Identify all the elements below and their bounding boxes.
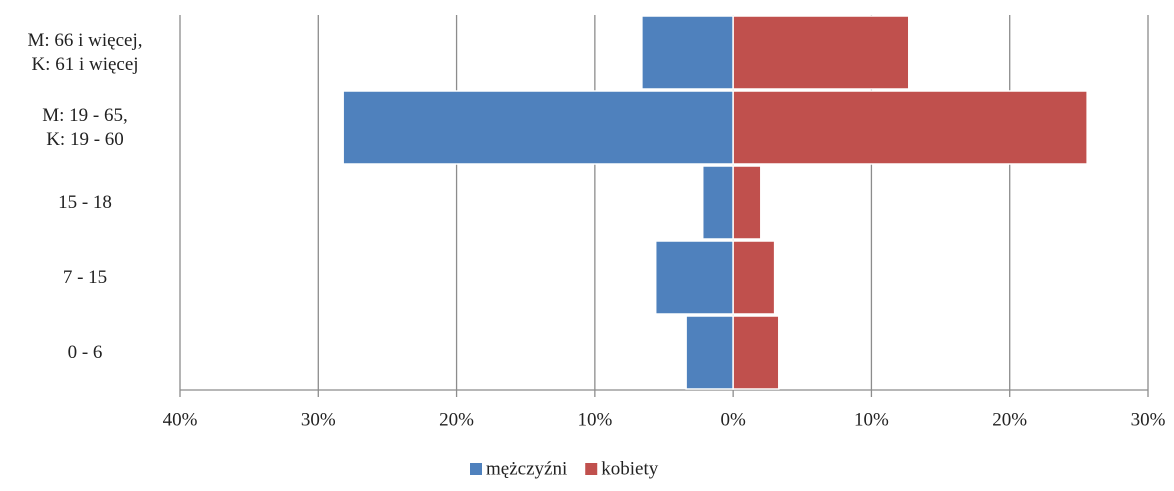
x-tick-label: 20%: [439, 409, 474, 430]
bar: [685, 315, 734, 390]
x-tick-label: 0%: [720, 409, 746, 430]
bar: [732, 240, 776, 315]
bar: [732, 165, 762, 240]
bar: [732, 315, 780, 390]
legend-label: kobiety: [601, 458, 658, 479]
y-tick-label: M: 66 i więcej, K: 61 i więcej: [27, 29, 143, 75]
bar: [641, 15, 734, 90]
bar: [654, 240, 734, 315]
bar: [342, 90, 734, 165]
y-tick-label: 15 - 18: [58, 191, 112, 213]
bar: [732, 15, 910, 90]
x-tick-label: 10%: [577, 409, 612, 430]
x-tick-label: 30%: [301, 409, 336, 430]
x-tick-label: 20%: [992, 409, 1027, 430]
y-tick-label: 7 - 15: [62, 266, 108, 288]
x-tick-label: 40%: [163, 409, 198, 430]
legend-label: mężczyźni: [486, 458, 567, 479]
bar: [701, 165, 734, 240]
x-tick-label: 30%: [1131, 409, 1166, 430]
y-tick-label: 0 - 6: [67, 341, 103, 363]
legend-swatch: [585, 463, 598, 475]
y-tick-label: M: 19 - 65, K: 19 - 60: [42, 104, 128, 150]
x-tick-label: 10%: [854, 409, 889, 430]
legend-swatch: [470, 463, 482, 475]
bar: [732, 90, 1088, 165]
